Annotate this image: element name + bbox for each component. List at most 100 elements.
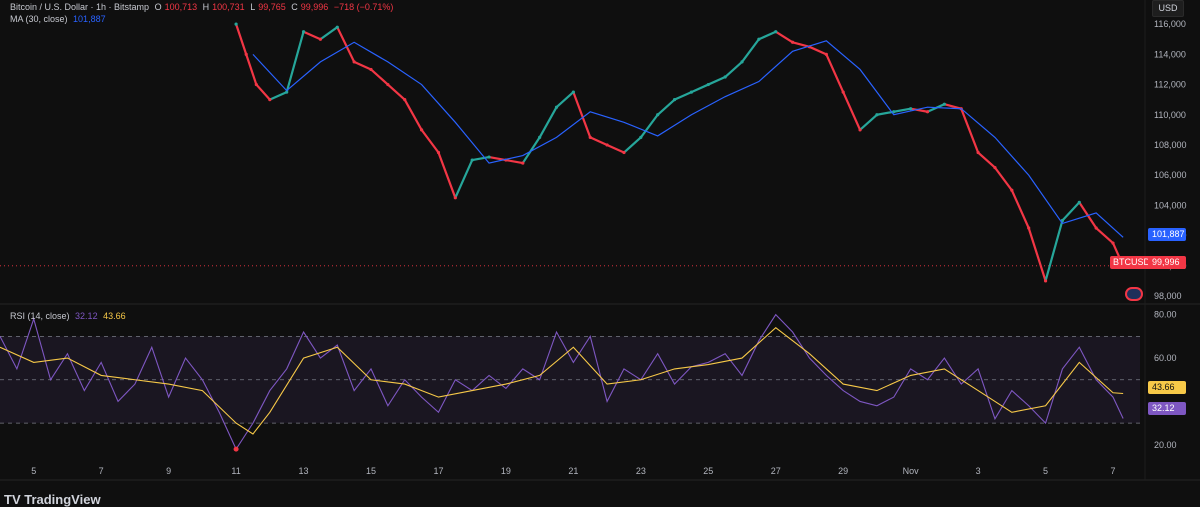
price-point[interactable] <box>774 30 778 34</box>
price-segment[interactable] <box>757 30 777 41</box>
price-segment[interactable] <box>1010 189 1030 230</box>
price-point[interactable] <box>335 25 339 29</box>
price-point[interactable] <box>1060 218 1065 223</box>
price-point[interactable] <box>285 90 289 94</box>
price-point[interactable] <box>369 67 373 72</box>
price-segment[interactable] <box>369 68 389 86</box>
price-segment[interactable] <box>656 98 676 116</box>
price-point[interactable] <box>318 37 323 41</box>
price-segment[interactable] <box>858 113 879 131</box>
price-segment[interactable] <box>538 106 558 139</box>
price-segment[interactable] <box>285 30 305 94</box>
price-point[interactable] <box>453 196 457 200</box>
price-point[interactable] <box>301 30 306 34</box>
price-segment[interactable] <box>825 53 845 94</box>
price-segment[interactable] <box>690 83 710 94</box>
price-point[interactable] <box>1043 279 1048 283</box>
price-segment[interactable] <box>993 166 1013 192</box>
price-segment[interactable] <box>622 136 642 154</box>
price-segment[interactable] <box>336 26 356 64</box>
us-flag-icon[interactable] <box>1125 287 1143 301</box>
price-point[interactable] <box>892 110 896 114</box>
price-point[interactable] <box>858 128 862 132</box>
price-point[interactable] <box>976 150 980 155</box>
price-segment[interactable] <box>245 53 258 86</box>
price-point[interactable] <box>403 98 407 102</box>
price-point[interactable] <box>1094 226 1098 230</box>
price-segment[interactable] <box>454 158 474 199</box>
price-segment[interactable] <box>724 60 744 79</box>
ma-line[interactable] <box>252 40 1124 238</box>
symbol-title[interactable]: Bitcoin / U.S. Dollar · 1h · Bitstamp <box>10 2 150 12</box>
price-segment[interactable] <box>589 136 609 147</box>
price-segment[interactable] <box>673 91 693 101</box>
price-segment[interactable] <box>707 75 727 86</box>
price-point[interactable] <box>723 75 727 79</box>
price-point[interactable] <box>554 105 559 109</box>
ma-legend[interactable]: MA (30, close) 101,887 <box>10 14 109 24</box>
price-segment[interactable] <box>1044 219 1064 282</box>
price-point[interactable] <box>942 102 946 106</box>
price-point[interactable] <box>909 107 913 111</box>
rsi-line[interactable] <box>0 313 1124 451</box>
price-point[interactable] <box>740 60 744 64</box>
price-point[interactable] <box>419 128 424 132</box>
rsi-ma-line[interactable] <box>0 326 1124 435</box>
price-segment[interactable] <box>774 30 794 44</box>
price-segment[interactable] <box>875 110 895 116</box>
price-segment[interactable] <box>892 107 912 113</box>
price-segment[interactable] <box>791 41 811 48</box>
price-point[interactable] <box>925 110 930 114</box>
price-segment[interactable] <box>437 151 457 199</box>
price-segment[interactable] <box>960 107 980 154</box>
price-point[interactable] <box>875 113 879 117</box>
price-segment[interactable] <box>471 155 491 162</box>
price-point[interactable] <box>1027 226 1031 230</box>
price-segment[interactable] <box>977 151 997 169</box>
price-point[interactable] <box>656 113 660 117</box>
price-point[interactable] <box>244 52 248 56</box>
price-segment[interactable] <box>268 91 288 101</box>
price-segment[interactable] <box>606 143 626 154</box>
price-point[interactable] <box>268 98 272 102</box>
price-point[interactable] <box>386 82 390 87</box>
price-point[interactable] <box>588 135 592 140</box>
price-point[interactable] <box>521 161 525 165</box>
price-point[interactable] <box>689 90 694 94</box>
price-point[interactable] <box>757 37 761 41</box>
price-segment[interactable] <box>1095 226 1115 245</box>
price-point[interactable] <box>1111 241 1115 245</box>
price-point[interactable] <box>254 82 258 87</box>
price-segment[interactable] <box>386 83 406 101</box>
price-segment[interactable] <box>1027 226 1047 282</box>
price-point[interactable] <box>672 98 677 102</box>
price-segment[interactable] <box>234 23 248 56</box>
price-segment[interactable] <box>555 91 575 109</box>
price-point[interactable] <box>824 52 828 56</box>
price-segment[interactable] <box>403 98 423 131</box>
price-point[interactable] <box>841 90 845 94</box>
price-point[interactable] <box>605 143 609 147</box>
price-point[interactable] <box>639 135 643 140</box>
price-point[interactable] <box>1077 200 1081 204</box>
price-segment[interactable] <box>572 91 592 139</box>
price-segment[interactable] <box>842 91 862 131</box>
price-segment[interactable] <box>302 30 322 41</box>
price-point[interactable] <box>706 82 710 87</box>
price-segment[interactable] <box>1061 201 1081 222</box>
price-segment[interactable] <box>639 113 659 139</box>
currency-button[interactable]: USD <box>1152 0 1184 17</box>
price-segment[interactable] <box>319 26 339 41</box>
price-point[interactable] <box>538 135 542 140</box>
price-segment[interactable] <box>255 83 271 101</box>
price-point[interactable] <box>993 166 997 170</box>
price-segment[interactable] <box>521 136 541 165</box>
price-segment[interactable] <box>808 45 828 56</box>
price-segment[interactable] <box>420 128 440 154</box>
price-point[interactable] <box>234 22 238 26</box>
price-segment[interactable] <box>943 103 963 110</box>
price-point[interactable] <box>487 155 491 159</box>
price-point[interactable] <box>352 60 356 64</box>
price-point[interactable] <box>622 150 626 155</box>
rsi-legend[interactable]: RSI (14, close) 32.12 43.66 <box>10 311 129 321</box>
